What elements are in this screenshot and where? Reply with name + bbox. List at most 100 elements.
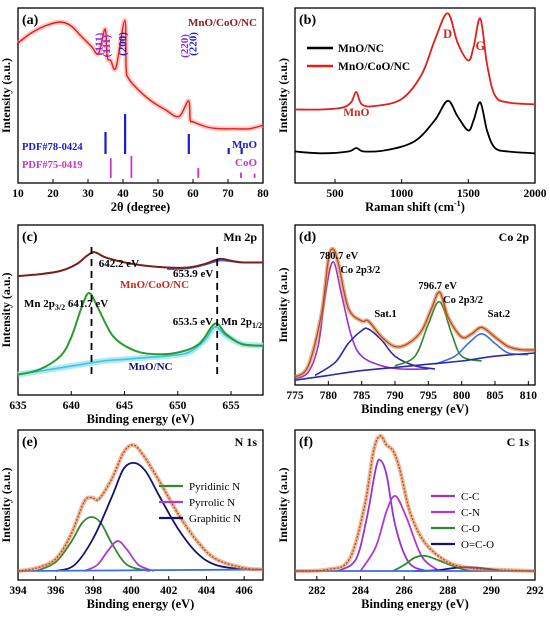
series-line [314,327,436,377]
x-tick-label: 780 [320,390,338,402]
series-line [338,458,427,572]
x-tick-label: 20 [47,188,59,200]
panel-label: (d) [299,230,316,245]
curve-label: MnO/CoO/NC [120,279,189,291]
annotation: Sat.2 [488,309,510,320]
x-axis-label-close: ) [461,200,465,214]
panel-d: 775 780 785 790 795 800 805 810 Binding energy (… [276,224,537,416]
x-tick-label: 645 [116,400,134,412]
peak-label: (200) [117,32,129,56]
annotation: 780.7 eV [320,251,359,262]
legend-label: Graphitic N [189,513,241,525]
legend-label: Pyridinic N [189,481,240,493]
x-axis-label: Binding energy (eV) [361,597,469,611]
series-line [17,251,264,277]
series-line [17,292,264,376]
reference-name-mno: MnO [232,139,258,151]
series-line [83,540,155,572]
x-tick-label: 800 [453,390,471,402]
series-line [294,12,536,111]
x-tick-label: 406 [236,585,254,597]
series-line [294,260,429,380]
corner-label: Co 2p [499,230,530,244]
y-axis-label: Intensity (a.u.) [276,58,290,133]
panel-label: (a) [22,13,39,28]
x-tick-label: 80 [257,188,269,200]
annotation-mno: MnO [343,107,369,119]
series-line [17,326,264,376]
annotation-tail: 641.7 eV [65,298,108,310]
plot-frame [17,224,264,396]
annotation: Mn 2p1/2 [221,316,262,330]
panel-label: (e) [22,435,38,450]
annotation: 796.7 eV [418,281,457,292]
x-tick-label: 655 [222,400,240,412]
x-tick-label: 1000 [390,188,413,200]
x-tick-label: 2000 [524,188,547,200]
x-tick-label: 790 [386,390,404,402]
x-tick-label: 398 [85,585,103,597]
legend-label: MnO/CoO/NC [338,61,410,73]
x-axis-label: Binding energy (eV) [87,412,195,426]
series-line [294,99,536,155]
panel-label: (f) [299,435,313,450]
series-line [294,248,536,378]
series-line [294,435,536,572]
series-band [294,433,536,573]
legend-label: MnO/NC [338,43,384,55]
panel-e: 394 396 398 400 402 404 406 Binding energy (eV)… [0,429,264,611]
series-line [394,300,482,367]
x-tick-label: 290 [483,585,501,597]
series-line [392,554,470,572]
x-tick-label: 635 [9,400,27,412]
y-axis-label: Intensity (a.u.) [276,467,290,542]
x-tick-label: 394 [9,585,27,597]
x-tick-label: 795 [420,390,438,402]
panel-c: 635 640 645 650 655 Binding energy (eV) Intens… [0,224,264,426]
x-tick-label: 70 [222,188,234,200]
x-tick-label: 805 [486,390,504,402]
legend-label: MnO/CoO/NC [188,17,257,29]
x-tick-label: 60 [187,188,199,200]
corner-label: C 1s [507,435,530,449]
series-line [294,352,536,381]
series-line [17,19,264,130]
x-tick-label: 396 [47,585,65,597]
corner-label: N 1s [235,435,258,449]
x-tick-label: 404 [198,585,216,597]
series-line [55,461,245,572]
panel-a: 10 20 30 40 50 60 70 80 2θ (degree) Intensity (a.… [0,7,269,214]
annotation: Sat.1 [374,309,396,320]
reference-name-coo: CoO [235,157,257,169]
x-tick-label: 400 [122,585,140,597]
annotation: Co 2p3/2 [340,265,380,276]
y-axis-label: Intensity (a.u.) [0,58,13,133]
series-line [17,568,264,572]
x-tick-label: 650 [169,400,187,412]
annotation: 653.9 eV [173,268,213,280]
y-axis-label: Intensity (a.u.) [0,272,13,347]
x-tick-label: 50 [152,188,164,200]
annotation: Mn 2p3/2 641.7 eV [24,298,108,312]
plot-frame [294,7,536,184]
y-axis-label: Intensity (a.u.) [0,467,13,542]
peak-label: (111) [101,34,113,57]
x-tick-label: 282 [308,585,326,597]
x-tick-label: 775 [286,390,304,402]
annotation: 653.5 eV [173,316,213,328]
legend-label: C-O [461,523,480,535]
series-line [17,444,264,572]
annotation-g-band: G [475,39,485,53]
reference-pdf-coo: PDF#75-0419 [22,160,83,171]
x-axis-label: 2θ (degree) [111,200,170,214]
x-tick-label: 402 [160,585,178,597]
x-tick-label: 292 [526,585,544,597]
x-tick-label: 785 [353,390,371,402]
plot-frame [17,7,264,184]
series-line [434,333,529,365]
x-tick-label: 10 [12,188,24,200]
x-tick-label: 500 [326,188,344,200]
annotation-sub: 3/2 [55,303,65,312]
reference-pdf-mno: PDF#78-0424 [22,142,83,153]
